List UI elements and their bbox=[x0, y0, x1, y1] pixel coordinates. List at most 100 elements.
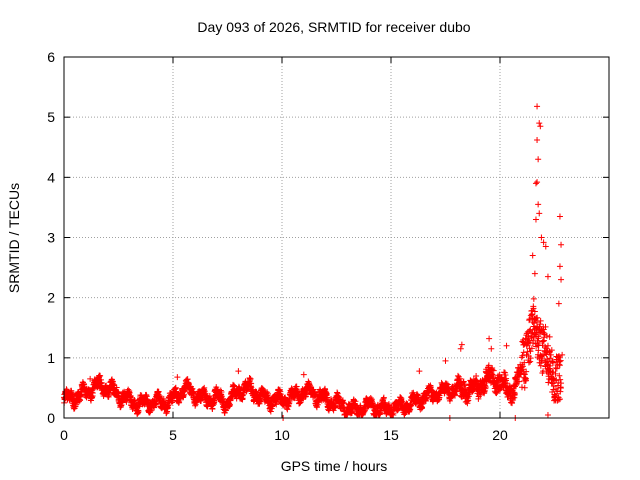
data-point bbox=[97, 372, 104, 379]
data-point bbox=[531, 270, 538, 277]
data-point bbox=[315, 398, 322, 405]
data-point bbox=[527, 358, 534, 365]
ticks-layer: 0 5 10 15 20 0 1 2 3 4 5 6 bbox=[47, 49, 609, 443]
data-point bbox=[414, 391, 421, 398]
data-point bbox=[536, 339, 543, 346]
data-point bbox=[555, 300, 562, 307]
data-point bbox=[519, 352, 526, 359]
data-point bbox=[340, 400, 347, 407]
data-point bbox=[523, 368, 530, 375]
data-point bbox=[528, 345, 535, 352]
data-point bbox=[257, 396, 264, 403]
y-tick-label: 2 bbox=[47, 290, 55, 306]
data-point bbox=[546, 333, 553, 340]
grid-layer bbox=[64, 57, 609, 418]
data-point bbox=[118, 402, 125, 409]
data-point bbox=[416, 368, 423, 375]
data-point bbox=[536, 210, 543, 217]
data-point bbox=[109, 378, 116, 385]
data-point bbox=[550, 383, 557, 390]
data-point bbox=[558, 380, 565, 387]
data-point bbox=[115, 390, 122, 397]
data-point bbox=[422, 397, 429, 404]
data-point bbox=[503, 375, 510, 382]
data-point bbox=[547, 351, 554, 358]
data-point bbox=[557, 357, 564, 364]
data-point bbox=[113, 384, 120, 391]
data-point bbox=[503, 342, 510, 349]
y-tick-label: 0 bbox=[47, 410, 55, 426]
data-point bbox=[542, 243, 549, 250]
data-point bbox=[538, 234, 545, 241]
data-point bbox=[482, 384, 489, 391]
y-tick-label: 3 bbox=[47, 230, 55, 246]
data-point bbox=[265, 390, 272, 397]
data-point bbox=[302, 393, 309, 400]
data-point bbox=[553, 359, 560, 366]
data-point bbox=[537, 317, 544, 324]
data-point bbox=[267, 408, 274, 415]
data-point bbox=[529, 252, 536, 259]
x-tick-label: 20 bbox=[492, 427, 508, 443]
data-point bbox=[534, 103, 541, 110]
data-point bbox=[211, 397, 218, 404]
data-point bbox=[151, 404, 158, 411]
data-point bbox=[174, 374, 181, 381]
data-point bbox=[521, 384, 528, 391]
data-point bbox=[465, 393, 472, 400]
x-tick-label: 10 bbox=[274, 427, 290, 443]
y-tick-label: 6 bbox=[47, 49, 55, 65]
data-point bbox=[532, 180, 539, 187]
data-point bbox=[530, 295, 537, 302]
points-layer bbox=[61, 103, 566, 421]
data-point bbox=[524, 348, 531, 355]
data-point bbox=[555, 353, 562, 360]
data-point bbox=[536, 120, 543, 127]
data-point bbox=[537, 123, 544, 130]
data-point bbox=[493, 390, 500, 397]
x-axis-label: GPS time / hours bbox=[281, 458, 388, 474]
data-point bbox=[552, 370, 559, 377]
data-point bbox=[537, 321, 544, 328]
data-point bbox=[540, 239, 547, 246]
data-point bbox=[442, 357, 449, 364]
data-point bbox=[273, 401, 280, 408]
y-tick-label: 5 bbox=[47, 109, 55, 125]
data-point bbox=[204, 403, 211, 410]
data-point bbox=[220, 395, 227, 402]
data-point bbox=[293, 383, 300, 390]
data-point bbox=[97, 376, 104, 383]
data-point bbox=[534, 137, 541, 144]
data-point bbox=[518, 384, 525, 391]
data-point bbox=[544, 411, 551, 418]
data-point bbox=[544, 342, 551, 349]
data-point bbox=[534, 179, 541, 186]
data-point bbox=[542, 323, 549, 330]
data-point bbox=[548, 347, 555, 354]
data-point bbox=[490, 367, 497, 374]
data-point bbox=[555, 396, 562, 403]
data-point bbox=[486, 335, 493, 342]
data-point bbox=[531, 308, 538, 315]
data-point bbox=[509, 400, 516, 407]
data-point bbox=[543, 332, 550, 339]
data-point bbox=[419, 401, 426, 408]
data-point bbox=[511, 383, 518, 390]
data-point bbox=[520, 366, 527, 373]
data-point bbox=[98, 379, 105, 386]
data-point bbox=[542, 343, 549, 350]
data-point bbox=[527, 355, 534, 362]
data-point bbox=[554, 387, 561, 394]
y-axis-label: SRMTID / TECUs bbox=[6, 183, 22, 293]
data-point bbox=[501, 369, 508, 376]
data-point bbox=[548, 379, 555, 386]
x-tick-label: 0 bbox=[60, 427, 68, 443]
data-point bbox=[457, 345, 464, 352]
data-point bbox=[530, 305, 537, 312]
data-point bbox=[535, 201, 542, 208]
data-point bbox=[504, 380, 511, 387]
data-point bbox=[527, 348, 534, 355]
data-point bbox=[535, 335, 542, 342]
data-point bbox=[556, 213, 563, 220]
data-point bbox=[520, 349, 527, 356]
